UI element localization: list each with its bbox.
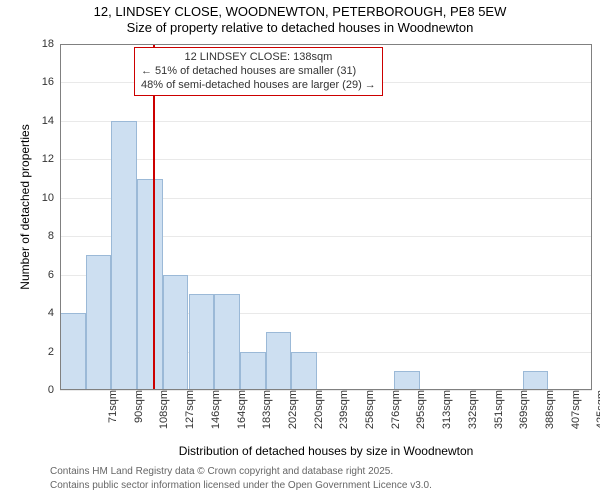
footer-attribution-2: Contains public sector information licen… bbox=[50, 480, 590, 491]
x-tick-label: 313sqm bbox=[439, 390, 453, 440]
gridline bbox=[60, 121, 592, 122]
x-tick-label: 276sqm bbox=[388, 390, 402, 440]
histogram-bar bbox=[86, 255, 112, 390]
x-tick-label: 202sqm bbox=[285, 390, 299, 440]
page-title-line2: Size of property relative to detached ho… bbox=[0, 20, 600, 36]
x-tick-label: 164sqm bbox=[234, 390, 248, 440]
y-tick-label: 0 bbox=[48, 384, 60, 396]
histogram-bar bbox=[111, 121, 137, 390]
histogram-bar bbox=[523, 371, 549, 390]
y-tick-label: 8 bbox=[48, 230, 60, 242]
histogram-bar bbox=[60, 313, 86, 390]
annotation-larger: 48% of semi-detached houses are larger (… bbox=[141, 79, 376, 93]
y-tick-label: 2 bbox=[48, 346, 60, 358]
x-axis-label: Distribution of detached houses by size … bbox=[60, 444, 592, 458]
y-tick-label: 4 bbox=[48, 307, 60, 319]
y-tick-label: 6 bbox=[48, 269, 60, 281]
x-tick-label: 220sqm bbox=[311, 390, 325, 440]
y-tick-label: 12 bbox=[42, 153, 60, 165]
x-tick-label: 90sqm bbox=[131, 390, 145, 440]
page-title-line1: 12, LINDSEY CLOSE, WOODNEWTON, PETERBORO… bbox=[0, 4, 600, 20]
x-tick-label: 332sqm bbox=[465, 390, 479, 440]
x-tick-label: 258sqm bbox=[362, 390, 376, 440]
footer-attribution-1: Contains HM Land Registry data © Crown c… bbox=[50, 466, 590, 477]
gridline bbox=[60, 44, 592, 45]
histogram-bar bbox=[394, 371, 420, 390]
histogram-bar bbox=[189, 294, 215, 390]
x-tick-label: 351sqm bbox=[491, 390, 505, 440]
x-tick-label: 183sqm bbox=[259, 390, 273, 440]
x-tick-label: 239sqm bbox=[336, 390, 350, 440]
histogram-bar bbox=[291, 352, 317, 390]
histogram-bar bbox=[240, 352, 266, 390]
x-tick-label: 407sqm bbox=[568, 390, 582, 440]
histogram-bar bbox=[266, 332, 292, 390]
gridline bbox=[60, 159, 592, 160]
y-tick-label: 16 bbox=[42, 76, 60, 88]
x-tick-label: 425sqm bbox=[593, 390, 600, 440]
x-tick-label: 127sqm bbox=[182, 390, 196, 440]
property-annotation: 12 LINDSEY CLOSE: 138sqm← 51% of detache… bbox=[134, 47, 383, 96]
y-axis-label: Number of detached properties bbox=[18, 107, 32, 307]
histogram-bar bbox=[214, 294, 240, 390]
x-tick-label: 108sqm bbox=[156, 390, 170, 440]
x-tick-label: 388sqm bbox=[542, 390, 556, 440]
x-tick-label: 369sqm bbox=[516, 390, 530, 440]
histogram-chart: 02468101214161871sqm90sqm108sqm127sqm146… bbox=[60, 44, 592, 390]
annotation-title: 12 LINDSEY CLOSE: 138sqm bbox=[141, 51, 376, 65]
histogram-bar bbox=[163, 275, 189, 390]
y-tick-label: 10 bbox=[42, 192, 60, 204]
annotation-smaller: ← 51% of detached houses are smaller (31… bbox=[141, 65, 376, 79]
x-tick-label: 146sqm bbox=[208, 390, 222, 440]
y-tick-label: 14 bbox=[42, 115, 60, 127]
y-tick-label: 18 bbox=[42, 38, 60, 50]
histogram-bar bbox=[137, 179, 163, 390]
x-tick-label: 71sqm bbox=[105, 390, 119, 440]
x-tick-label: 295sqm bbox=[413, 390, 427, 440]
